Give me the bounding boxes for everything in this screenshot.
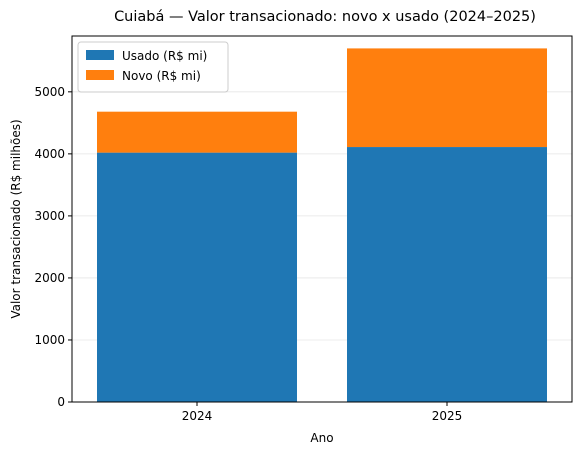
x-tick-label: 2025 xyxy=(432,409,463,423)
bar-segment xyxy=(97,152,297,402)
chart-title: Cuiabá — Valor transacionado: novo x usa… xyxy=(114,9,536,25)
y-tick-label: 4000 xyxy=(34,147,65,161)
legend-swatch xyxy=(86,70,114,80)
y-tick-label: 0 xyxy=(57,395,65,409)
legend-box xyxy=(77,41,229,93)
bars xyxy=(97,48,547,402)
plot-frame xyxy=(71,35,573,403)
y-tick-label: 1000 xyxy=(34,333,65,347)
y-tick-label: 3000 xyxy=(34,209,65,223)
legend-swatch xyxy=(86,50,114,60)
bar-segment xyxy=(97,111,297,153)
legend: Usado (R$ mi) Novo (R$ mi) xyxy=(77,41,229,93)
bar-segment xyxy=(347,48,547,148)
x-axis: 2024 2025 xyxy=(182,402,463,423)
x-axis-label: Ano xyxy=(310,431,333,445)
bar-segment xyxy=(347,147,547,402)
y-tick-label: 2000 xyxy=(34,271,65,285)
y-axis-label: Valor transacionado (R$ milhões) xyxy=(9,119,23,318)
legend-label: Usado (R$ mi) xyxy=(122,49,207,63)
x-tick-label: 2024 xyxy=(182,409,213,423)
legend-label: Novo (R$ mi) xyxy=(122,69,201,83)
y-tick-label: 5000 xyxy=(34,85,65,99)
y-axis: 0 1000 2000 3000 4000 5000 xyxy=(34,85,72,409)
